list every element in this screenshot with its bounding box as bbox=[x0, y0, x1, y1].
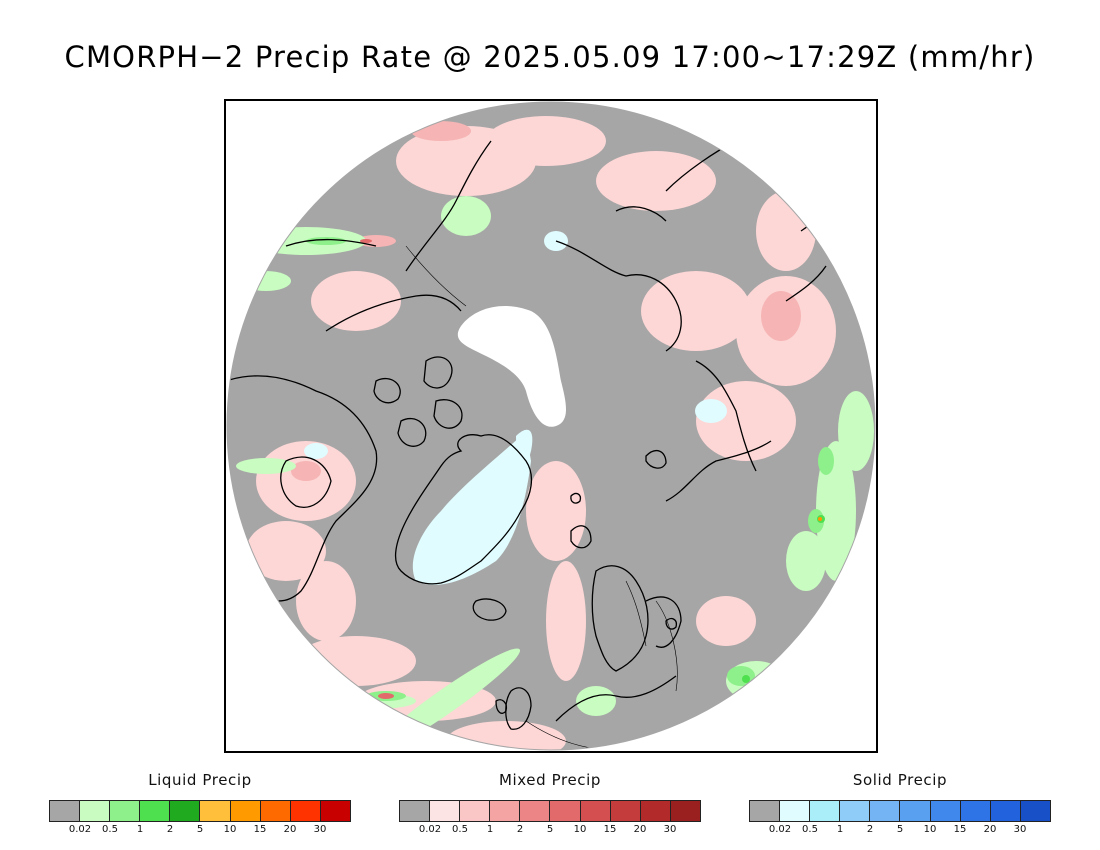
tick-labels: 0.02 0.5 1 2 5 10 15 20 30 bbox=[749, 822, 1051, 836]
tick-label: 0.5 bbox=[802, 824, 818, 835]
tick-label: 20 bbox=[283, 824, 297, 835]
tick-label: 0.02 bbox=[418, 824, 442, 835]
color-swatch bbox=[460, 801, 491, 821]
tick-label: 15 bbox=[603, 824, 617, 835]
tick-label: 0.02 bbox=[68, 824, 92, 835]
legend-mixed-precip: Mixed Precip 0.02 0.5 1 2 5 10 15 20 30 bbox=[399, 770, 701, 836]
color-swatch bbox=[290, 801, 321, 821]
tick-label: 20 bbox=[983, 824, 997, 835]
tick-label: 30 bbox=[1013, 824, 1027, 835]
tick-label: 10 bbox=[573, 824, 587, 835]
tick-label: 0.02 bbox=[768, 824, 792, 835]
color-swatch bbox=[520, 801, 551, 821]
liquid-precip-intense bbox=[818, 517, 822, 521]
tick-label: 2 bbox=[866, 824, 874, 835]
polar-precip-map bbox=[224, 99, 878, 753]
tick-label: 0.5 bbox=[452, 824, 468, 835]
tick-label: 2 bbox=[516, 824, 524, 835]
color-scale bbox=[399, 800, 701, 822]
color-swatch bbox=[580, 801, 611, 821]
mixed-precip-areas bbox=[246, 116, 836, 750]
color-scale bbox=[49, 800, 351, 822]
tick-label: 1 bbox=[486, 824, 494, 835]
color-swatch bbox=[50, 801, 81, 821]
color-swatch bbox=[550, 801, 581, 821]
color-swatch bbox=[670, 801, 700, 821]
color-swatch bbox=[960, 801, 991, 821]
color-swatch bbox=[750, 801, 781, 821]
color-swatch bbox=[230, 801, 261, 821]
tick-label: 2 bbox=[166, 824, 174, 835]
color-swatch bbox=[430, 801, 461, 821]
tick-labels: 0.02 0.5 1 2 5 10 15 20 30 bbox=[49, 822, 351, 836]
color-swatch bbox=[170, 801, 201, 821]
color-swatch bbox=[1020, 801, 1050, 821]
color-scale bbox=[749, 800, 1051, 822]
color-swatch bbox=[640, 801, 671, 821]
tick-label: 10 bbox=[923, 824, 937, 835]
tick-label: 30 bbox=[313, 824, 327, 835]
color-swatch bbox=[780, 801, 811, 821]
color-swatch bbox=[900, 801, 931, 821]
mixed-precip-moderate bbox=[291, 121, 801, 481]
color-swatch bbox=[990, 801, 1021, 821]
precip-field bbox=[227, 102, 875, 750]
mixed-precip-intense bbox=[360, 239, 394, 699]
polar-map-canvas bbox=[226, 101, 876, 751]
color-swatch bbox=[200, 801, 231, 821]
color-swatch bbox=[840, 801, 871, 821]
liquid-precip-moderate bbox=[306, 237, 834, 701]
map-title: CMORPH−2 Precip Rate @ 2025.05.09 17:00~… bbox=[64, 40, 1036, 74]
solid-precip-areas bbox=[304, 231, 727, 585]
color-swatch bbox=[490, 801, 521, 821]
tick-label: 5 bbox=[196, 824, 204, 835]
color-swatch bbox=[80, 801, 111, 821]
color-swatch bbox=[930, 801, 961, 821]
color-swatch bbox=[610, 801, 641, 821]
color-swatch bbox=[400, 801, 431, 821]
tick-label: 20 bbox=[633, 824, 647, 835]
legend-liquid-precip: Liquid Precip 0.02 0.5 1 2 5 10 15 20 30 bbox=[49, 770, 351, 836]
tick-label: 1 bbox=[136, 824, 144, 835]
tick-label: 0.5 bbox=[102, 824, 118, 835]
tick-label: 5 bbox=[896, 824, 904, 835]
color-swatch bbox=[870, 801, 901, 821]
boundaries bbox=[405, 245, 678, 750]
color-swatch bbox=[140, 801, 171, 821]
tick-label: 1 bbox=[836, 824, 844, 835]
no-data-region bbox=[457, 306, 566, 427]
legend-title: Liquid Precip bbox=[148, 771, 252, 789]
tick-label: 15 bbox=[953, 824, 967, 835]
color-swatch bbox=[320, 801, 350, 821]
legend-solid-precip: Solid Precip 0.02 0.5 1 2 5 10 15 20 30 bbox=[749, 770, 1051, 836]
tick-labels: 0.02 0.5 1 2 5 10 15 20 30 bbox=[399, 822, 701, 836]
color-swatch bbox=[810, 801, 841, 821]
tick-label: 10 bbox=[223, 824, 237, 835]
color-swatch bbox=[260, 801, 291, 821]
tick-label: 5 bbox=[546, 824, 554, 835]
tick-label: 30 bbox=[663, 824, 677, 835]
legend-title: Solid Precip bbox=[852, 771, 948, 789]
color-swatch bbox=[110, 801, 141, 821]
tick-label: 15 bbox=[253, 824, 267, 835]
legend-title: Mixed Precip bbox=[498, 771, 602, 789]
